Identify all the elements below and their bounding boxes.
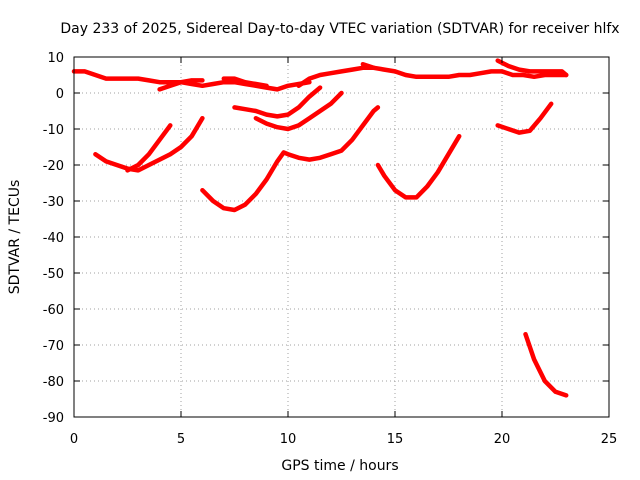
series-line-arc-4 (296, 65, 569, 89)
y-tick-label: -90 (43, 411, 64, 426)
series-line-arc-13 (495, 101, 554, 135)
y-tick-label: -20 (43, 159, 64, 174)
series-line-arc-7 (93, 115, 205, 173)
series-line-arc-6 (495, 58, 569, 78)
y-tick-label: -60 (43, 303, 64, 318)
grid-lines (74, 57, 609, 417)
series-line-arc-10 (232, 85, 323, 119)
x-tick-label: 20 (494, 432, 511, 447)
series-line-arc-3 (221, 76, 269, 89)
series-line-arc-5 (360, 61, 376, 71)
x-tick-label: 0 (70, 432, 78, 447)
data-series (71, 58, 569, 398)
x-tick-label: 15 (387, 432, 404, 447)
y-tick-label: -40 (43, 231, 64, 246)
series-line-arc-2 (157, 78, 205, 92)
series-line-arc-9 (200, 105, 381, 213)
chart-title: Day 233 of 2025, Sidereal Day-to-day VTE… (60, 21, 619, 37)
y-tick-label: -10 (43, 123, 64, 138)
series-line-arc-8 (125, 123, 173, 173)
x-tick-label: 5 (177, 432, 185, 447)
y-tick-label: 0 (56, 87, 64, 102)
y-tick-label: -50 (43, 267, 64, 282)
series-line-arc-11 (253, 90, 344, 132)
y-tick-label: 10 (47, 51, 64, 66)
x-tick-label: 25 (601, 432, 618, 447)
series-line-arc-1 (71, 69, 312, 92)
x-tick-label: 10 (280, 432, 297, 447)
series-line-arc-14 (523, 331, 569, 398)
y-axis-label: SDTVAR / TECUs (7, 180, 23, 295)
x-axis-label: GPS time / hours (281, 458, 398, 474)
y-tick-label: -70 (43, 339, 64, 354)
series-line-arc-12 (375, 133, 462, 200)
y-axis-ticks: 10 0 -10 -20 -30 -40 -50 -60 -70 -80 -90 (43, 51, 609, 426)
y-tick-label: -80 (43, 375, 64, 390)
y-tick-label: -30 (43, 195, 64, 210)
x-axis-ticks: 0 5 10 15 20 25 (70, 57, 617, 447)
